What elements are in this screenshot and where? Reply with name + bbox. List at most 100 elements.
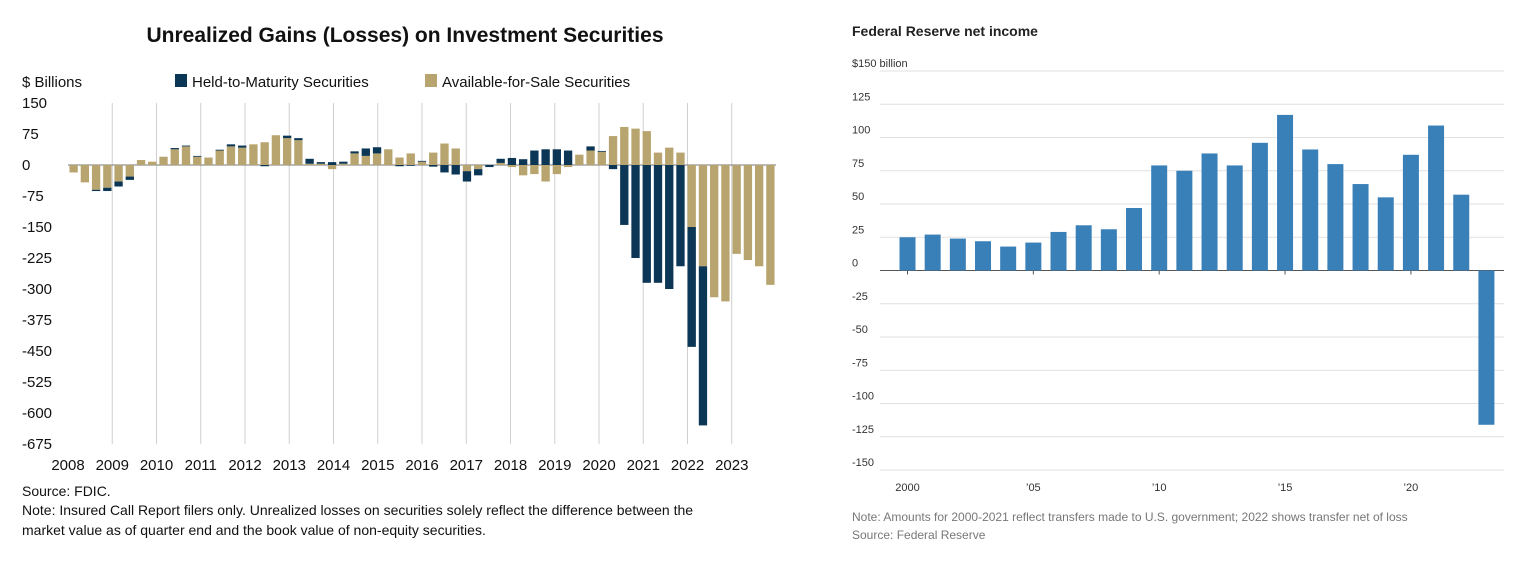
chart1-y-tick-label: -225 bbox=[22, 250, 52, 267]
chart1-x-tick-label: 2013 bbox=[273, 457, 306, 474]
afs-bar bbox=[642, 131, 651, 165]
afs-bar bbox=[474, 165, 483, 170]
htm-bar bbox=[676, 165, 685, 267]
htm-bar bbox=[687, 227, 696, 347]
chart2-x-tick-label: 2000 bbox=[895, 482, 919, 494]
chart2-y-tick-label: -50 bbox=[852, 324, 868, 336]
afs-bar bbox=[429, 152, 438, 165]
afs-bar bbox=[518, 165, 528, 176]
afs-bar bbox=[608, 136, 618, 165]
chart1-y-tick-label: -375 bbox=[22, 312, 52, 329]
htm-bar bbox=[361, 148, 370, 156]
chart1-y-tick-label: -75 bbox=[22, 188, 44, 205]
chart2-y-tick-label: -75 bbox=[852, 357, 868, 369]
chart1-y-tick-label: -150 bbox=[22, 219, 52, 236]
fed-income-bar bbox=[1126, 207, 1143, 271]
afs-bar bbox=[159, 156, 168, 165]
afs-bar bbox=[249, 144, 258, 165]
afs-bar bbox=[181, 146, 191, 165]
afs-bar bbox=[271, 135, 281, 165]
fed-income-bar bbox=[1025, 242, 1042, 271]
chart1-x-tick-label: 2011 bbox=[185, 457, 217, 474]
fed-income-bar bbox=[1377, 197, 1394, 271]
afs-bar bbox=[282, 138, 292, 165]
chart1-x-tick-label: 2019 bbox=[538, 457, 571, 474]
chart1-legend: Held-to-Maturity Securities Available-fo… bbox=[175, 74, 630, 91]
htm-bar bbox=[327, 162, 337, 165]
htm-bar bbox=[631, 165, 640, 258]
htm-bar bbox=[440, 165, 449, 173]
fed-income-bar bbox=[1000, 246, 1017, 271]
afs-bar bbox=[148, 161, 157, 165]
htm-bar bbox=[372, 147, 382, 154]
afs-bar bbox=[586, 150, 595, 165]
chart2-y-tick-label: 0 bbox=[852, 258, 858, 270]
afs-bar bbox=[215, 150, 224, 165]
chart2-y-tick-label: 25 bbox=[852, 224, 864, 236]
chart1-y-tick-label: 75 bbox=[22, 126, 39, 143]
chart2-y-tick-label: -25 bbox=[852, 291, 868, 303]
afs-bar bbox=[665, 147, 674, 165]
htm-bar bbox=[91, 189, 101, 192]
chart2-x-ticks: 2000 ’05 ’10 ’15 ’20 bbox=[895, 270, 1418, 494]
htm-bar bbox=[642, 165, 651, 283]
chart2-title: Federal Reserve net income bbox=[852, 23, 1038, 39]
htm-bar bbox=[462, 171, 472, 182]
fed-income-bar bbox=[1277, 114, 1294, 271]
afs-bar bbox=[575, 154, 584, 165]
htm-bar bbox=[552, 149, 562, 165]
htm-bar bbox=[193, 155, 202, 157]
afs-bar bbox=[743, 165, 753, 261]
chart2-y-tick-label: 100 bbox=[852, 125, 870, 137]
chart1-x-tick-label: 2018 bbox=[494, 457, 527, 474]
chart1-x-tick-label: 2010 bbox=[140, 457, 173, 474]
legend-label-afs: Available-for-Sale Securities bbox=[442, 74, 630, 91]
afs-bar bbox=[698, 165, 708, 267]
chart1-x-ticks: 2008 2009 2010 2011 2012 2013 2014 2015 2016 2017… bbox=[51, 457, 748, 474]
htm-bar bbox=[496, 158, 505, 163]
fed-income-bar bbox=[1327, 164, 1344, 271]
htm-bar bbox=[485, 165, 494, 168]
afs-bar bbox=[687, 165, 696, 227]
htm-bar bbox=[282, 135, 292, 139]
htm-bar bbox=[586, 146, 595, 151]
htm-bar bbox=[608, 165, 618, 170]
chart2-y-tick-label: 75 bbox=[852, 158, 864, 170]
afs-bar bbox=[552, 165, 562, 175]
htm-bar bbox=[339, 161, 348, 164]
chart1-y-tick-label: -300 bbox=[22, 281, 52, 298]
afs-bar bbox=[305, 163, 314, 165]
chart2-x-tick-label: ’05 bbox=[1026, 482, 1041, 494]
htm-bar bbox=[181, 145, 191, 147]
chart1-y-tick-label: -675 bbox=[22, 436, 52, 453]
htm-bar bbox=[226, 144, 236, 147]
chart1-y-tick-label: 150 bbox=[22, 95, 47, 112]
afs-bar bbox=[676, 152, 685, 165]
afs-bar bbox=[395, 157, 404, 165]
chart2-y-tick-label: -100 bbox=[852, 391, 874, 403]
afs-bar bbox=[238, 147, 247, 165]
afs-bar bbox=[294, 140, 303, 165]
legend-swatch-htm bbox=[175, 74, 187, 87]
chart1-x-tick-label: 2020 bbox=[582, 457, 615, 474]
chart1-y-tick-label: -525 bbox=[22, 374, 52, 391]
htm-bar bbox=[507, 157, 517, 165]
chart2-y-ticks: $150 billion 125 100 75 50 25 0 -25 -50 -75 -100 -1… bbox=[852, 58, 908, 469]
fed-income-bar bbox=[949, 238, 966, 271]
htm-bar bbox=[417, 160, 427, 162]
htm-bar bbox=[103, 187, 112, 192]
chart1-title: Unrealized Gains (Losses) on Investment … bbox=[147, 24, 664, 47]
afs-bar bbox=[204, 157, 213, 165]
afs-bar bbox=[327, 165, 337, 170]
htm-bar bbox=[350, 151, 359, 154]
htm-bar bbox=[316, 162, 326, 164]
chart1-y-tick-label: -450 bbox=[22, 343, 52, 360]
chart1-y-tick-label: -600 bbox=[22, 405, 52, 422]
afs-bar bbox=[417, 161, 427, 165]
chart1-x-tick-label: 2021 bbox=[627, 457, 660, 474]
htm-bar bbox=[260, 165, 269, 167]
afs-bar bbox=[103, 165, 112, 188]
afs-bar bbox=[226, 146, 236, 165]
chart1-x-tick-label: 2014 bbox=[317, 457, 350, 474]
chart1-x-tick-label: 2009 bbox=[96, 457, 129, 474]
